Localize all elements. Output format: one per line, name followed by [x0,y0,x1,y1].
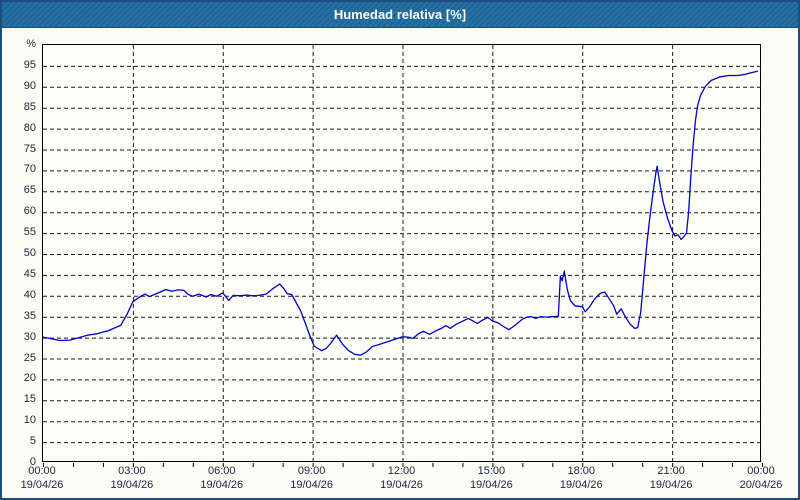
plot-area [42,44,763,467]
trend-chart [42,45,763,467]
y-tick-label: 5 [29,435,36,448]
x-tick-time-label: 18:00 [567,465,596,477]
humidity-trend-line [42,70,759,356]
y-axis-unit-label: % [26,38,36,50]
x-tick-date-label: 19/04/26 [110,479,154,491]
y-tick-label: 70 [23,163,36,176]
y-tick-label: 10 [23,414,36,427]
chart-title: Humedad relativa [%] [2,2,798,28]
x-tick-date-label: 20/04/26 [739,479,783,491]
y-tick-label: 30 [23,330,36,343]
y-axis: % 95 90 85 80 75 70 65 60 55 50 45 40 35 30 25 20 15 10 5 0 [2,2,38,498]
x-tick-date-label: 19/04/26 [559,479,603,491]
x-tick-time-label: 12:00 [387,465,416,477]
y-tick-label: 95 [23,58,36,71]
y-tick-label: 75 [23,142,36,155]
x-tick-date-label: 19/04/26 [649,479,693,491]
y-tick-label: 0 [29,456,36,468]
y-tick-label: 25 [23,351,36,364]
y-tick-label: 60 [23,205,36,218]
x-minor-ticks [43,463,763,467]
x-tick-time-label: 21:00 [657,465,685,477]
y-tick-label: 15 [23,393,36,406]
x-tick-time-label: 03:00 [118,465,146,477]
x-tick-date-label: 19/04/26 [290,479,334,491]
x-tick-date-label: 19/04/26 [469,479,513,491]
y-tick-label: 20 [23,372,36,385]
y-tick-label: 55 [23,226,36,239]
x-tick-time-label: 09:00 [297,465,326,477]
y-tick-label: 35 [23,309,36,322]
x-tick-date-label: 19/04/26 [200,479,244,491]
x-tick-time-label: 15:00 [477,465,506,477]
x-tick-time-label: 00:00 [747,465,775,477]
y-tick-label: 40 [23,288,36,301]
y-tick-label: 90 [23,79,36,92]
y-tick-label: 50 [23,247,36,259]
x-tick-date-label: 19/04/26 [380,479,423,491]
y-tick-label: 80 [23,121,36,134]
x-tick-time-label: 00:00 [28,465,56,477]
y-tick-label: 85 [23,100,36,113]
x-tick-date-label: 19/04/26 [20,479,64,491]
y-tick-label: 65 [23,184,36,197]
y-tick-label: 45 [23,267,36,280]
x-tick-time-label: 06:00 [207,465,236,477]
